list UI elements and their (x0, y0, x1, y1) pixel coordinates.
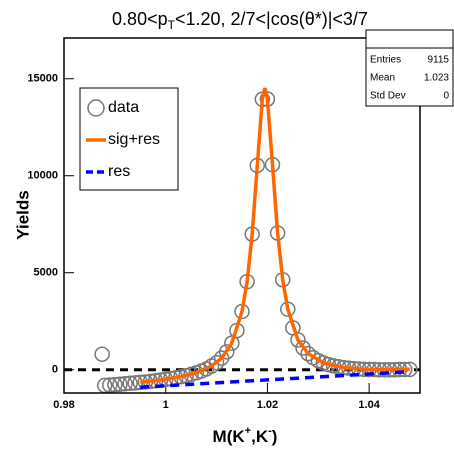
stats-key: Mean (370, 73, 395, 84)
data-point (112, 376, 128, 393)
stats-key: Entries (370, 55, 401, 66)
x-tick-label: 1.04 (358, 399, 380, 411)
data-point (295, 340, 311, 356)
xlabel-sup: - (268, 425, 272, 437)
data-point (117, 375, 133, 392)
data-point (218, 344, 235, 360)
xlabel-part: ,K (251, 427, 269, 446)
y-tick-label: 0 (52, 364, 58, 376)
x-tick-label: 0.98 (53, 399, 74, 411)
stats-box (365, 29, 454, 107)
y-tick-label: 15000 (27, 73, 58, 85)
stats-value: 0 (443, 91, 449, 102)
x-tick-label: 1.02 (257, 399, 278, 411)
fit-line (140, 87, 410, 385)
data-point (290, 332, 306, 348)
chart-title: 0.80<pT<1.20, 2/7<|cos(θ*)|<3/7 (112, 9, 368, 32)
xlabel-part: ) (272, 427, 278, 446)
data-point (102, 377, 118, 393)
x-axis-label: M(K+,K-) (213, 425, 278, 447)
y-tick-label: 5000 (34, 267, 58, 279)
legend-label: sig+res (108, 131, 160, 148)
title-part: 0.80<p (112, 9, 168, 29)
title-part: <1.20, 2/7<|cos(θ*)|<3/7 (175, 9, 368, 29)
stats-value: 9115 (427, 55, 449, 66)
title-sub: T (168, 18, 176, 32)
data-point (122, 375, 138, 392)
stats-value: 1.023 (424, 73, 449, 84)
plot-frame (63, 37, 421, 394)
data-point (107, 376, 123, 393)
stats-key: Std Dev (370, 91, 406, 102)
xlabel-sup: + (245, 425, 251, 437)
x-tick-label: 1 (163, 399, 169, 411)
legend-label: data (108, 99, 139, 116)
y-axis-label: Yields (13, 190, 32, 239)
xlabel-part: M(K (213, 427, 246, 446)
legend-label: res (108, 163, 130, 180)
data-point (208, 354, 225, 371)
data-point (94, 346, 110, 362)
y-tick-label: 10000 (27, 170, 58, 182)
legend-marker (87, 99, 105, 117)
